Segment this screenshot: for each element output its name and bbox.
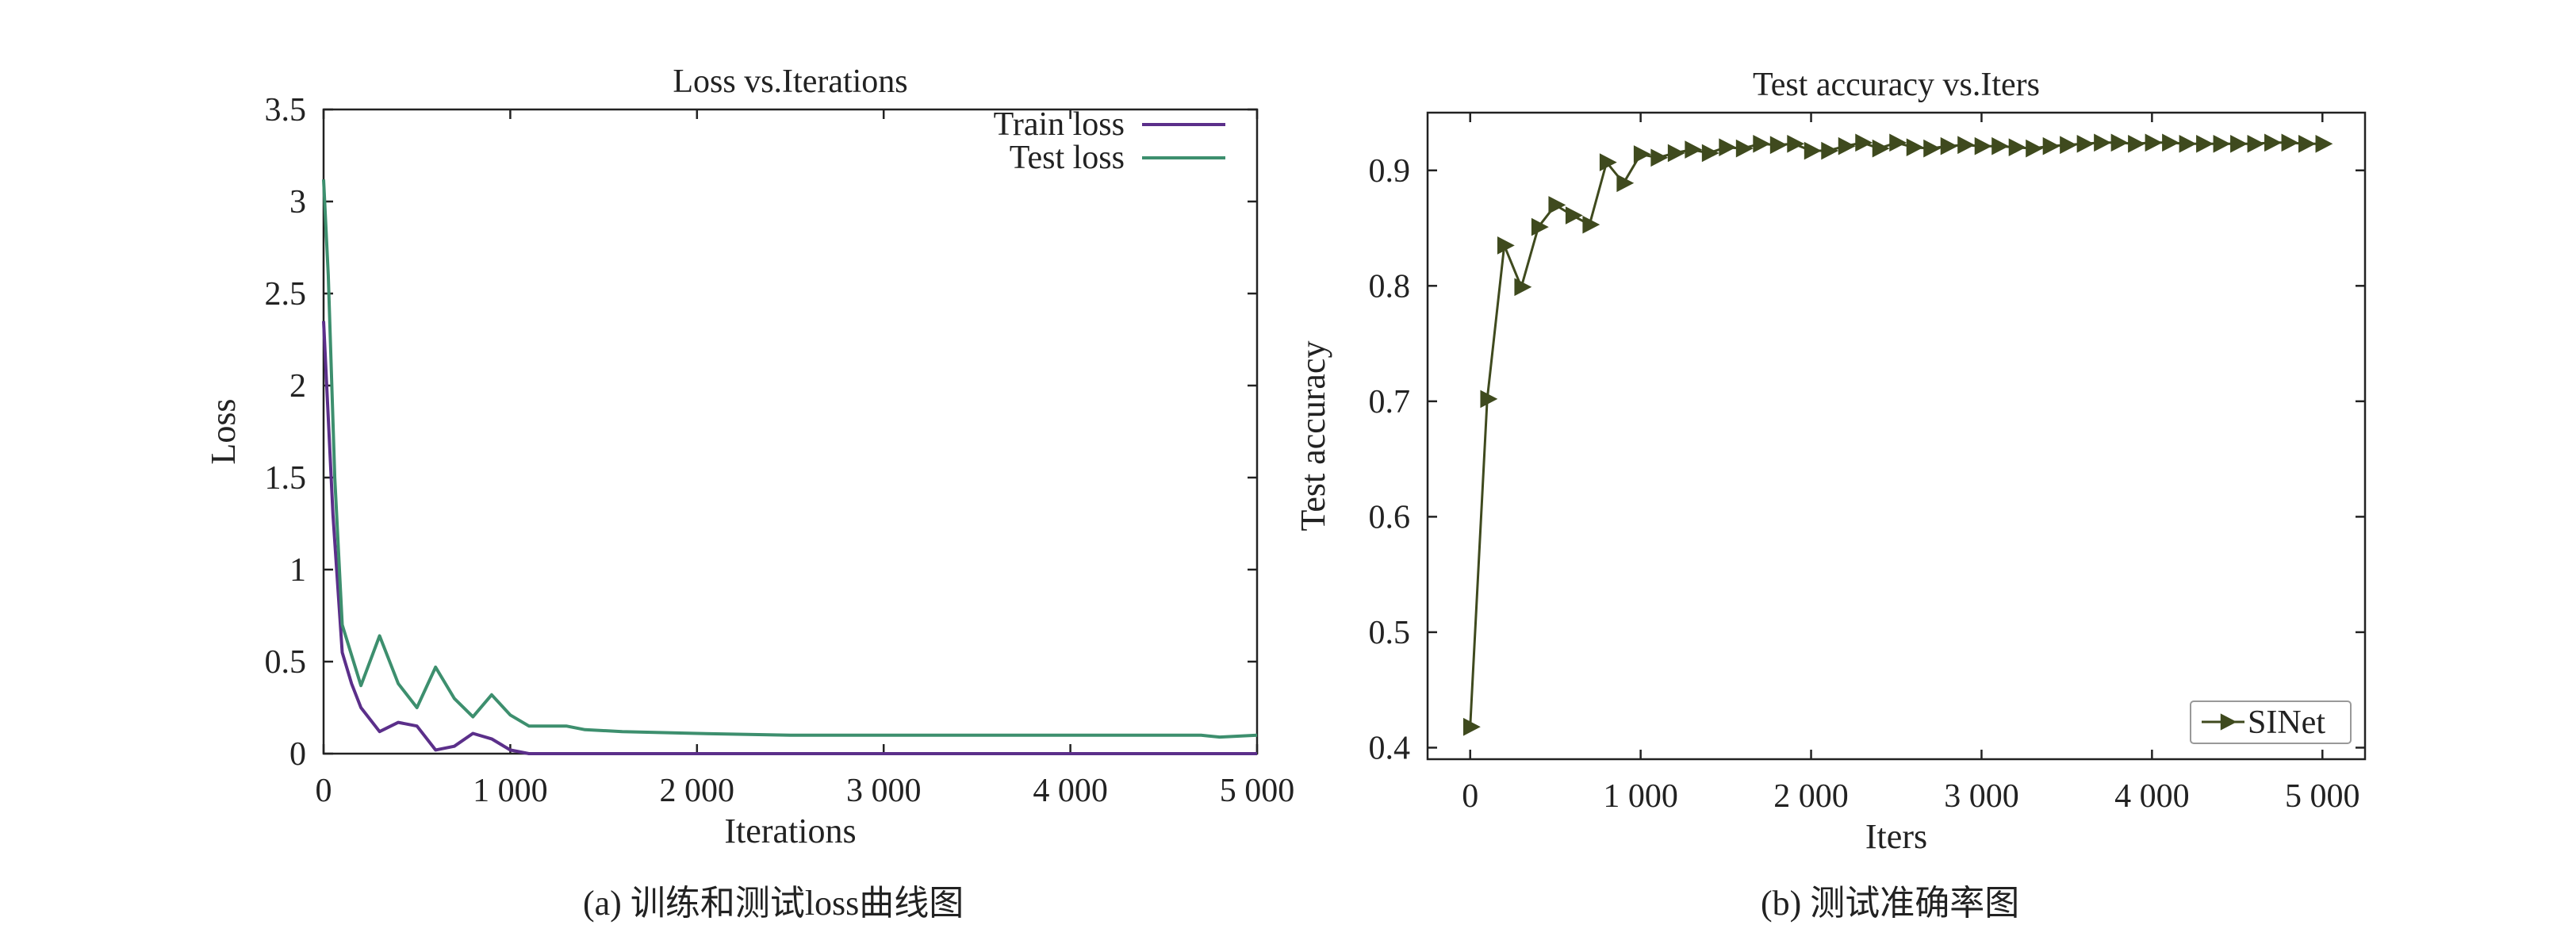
plot-frame bbox=[322, 108, 1259, 755]
x-tick-label: 2 000 bbox=[1773, 778, 1849, 815]
x-tick-label: 3 000 bbox=[1944, 778, 2019, 815]
x-tick-label: 5 000 bbox=[1220, 773, 1295, 809]
data-point bbox=[1667, 144, 1685, 163]
data-point bbox=[2281, 133, 2299, 152]
data-point bbox=[1889, 133, 1907, 152]
y-tick-label: 2.5 bbox=[265, 276, 307, 313]
data-point bbox=[2196, 134, 2214, 153]
data-point bbox=[1991, 136, 2010, 155]
data-point bbox=[1923, 139, 1942, 158]
x-tick-label: 1 000 bbox=[473, 773, 548, 809]
y-tick-label: 0.7 bbox=[1369, 384, 1411, 420]
x-tick-label: 0 bbox=[1462, 778, 1478, 815]
y-tick-label: 0 bbox=[289, 736, 306, 773]
data-point bbox=[1633, 145, 1651, 163]
data-point bbox=[2060, 136, 2077, 155]
legend-box bbox=[2190, 700, 2352, 744]
data-point bbox=[2213, 134, 2231, 153]
accuracy-chart: 0 1 000 2 000 3 000 4 000 5 000 0.4 0.5 0.6 0.7 0.… bbox=[1294, 67, 2367, 856]
y-tick-label: 2 bbox=[289, 368, 306, 405]
series-line-sinet bbox=[1469, 141, 2323, 727]
data-point bbox=[2162, 133, 2179, 152]
x-tick-label: 0 bbox=[316, 773, 332, 809]
data-point bbox=[1974, 136, 1992, 155]
data-point bbox=[1753, 134, 1771, 153]
data-point bbox=[1957, 136, 1976, 155]
data-point bbox=[2128, 134, 2145, 153]
data-point bbox=[1650, 148, 1669, 167]
data-point bbox=[2145, 133, 2163, 152]
x-tick-label: 4 000 bbox=[2114, 778, 2190, 815]
data-point bbox=[2315, 134, 2333, 153]
data-point bbox=[2008, 138, 2026, 156]
x-tick-label: 1 000 bbox=[1603, 778, 1678, 815]
data-point bbox=[2247, 134, 2265, 153]
x-axis-label: Iterations bbox=[724, 812, 856, 850]
caption-left: (a) 训练和测试loss曲线图 bbox=[583, 884, 964, 923]
data-point bbox=[2230, 134, 2248, 153]
y-tick-label: 3 bbox=[289, 184, 306, 221]
data-point bbox=[2094, 133, 2111, 152]
legend-label-0: Train loss bbox=[994, 106, 1125, 143]
data-point bbox=[1480, 390, 1498, 409]
y-tick-label: 0.5 bbox=[1369, 615, 1411, 651]
data-point bbox=[1872, 139, 1890, 158]
data-point bbox=[2026, 139, 2044, 158]
data-point bbox=[1855, 133, 1873, 152]
data-point bbox=[1838, 136, 1856, 155]
x-tick-label: 4 000 bbox=[1033, 773, 1108, 809]
data-point bbox=[1548, 196, 1566, 214]
data-point bbox=[1821, 141, 1839, 160]
data-point bbox=[2179, 134, 2197, 153]
y-axis-label: Test accuracy bbox=[1294, 341, 1332, 532]
y-tick-label: 1 bbox=[289, 552, 306, 589]
data-point bbox=[1616, 174, 1635, 193]
data-point bbox=[1769, 136, 1788, 155]
y-tick-label: 0.6 bbox=[1369, 499, 1411, 535]
legend-marker bbox=[2220, 713, 2237, 731]
data-point bbox=[1701, 144, 1719, 163]
data-point bbox=[1514, 278, 1532, 297]
plot-frame bbox=[1426, 111, 2367, 761]
data-point bbox=[1582, 215, 1600, 234]
y-tick-label: 0.9 bbox=[1369, 153, 1411, 190]
data-point bbox=[1906, 138, 1924, 156]
data-point bbox=[1462, 717, 1481, 736]
data-point bbox=[1719, 138, 1737, 156]
x-tick-label: 5 000 bbox=[2285, 778, 2360, 815]
y-tick-label: 0.8 bbox=[1369, 268, 1411, 305]
data-point bbox=[1735, 139, 1754, 158]
x-tick-label: 2 000 bbox=[660, 773, 735, 809]
chart-title: Loss vs.Iterations bbox=[673, 63, 907, 100]
legend-label: SINet bbox=[2248, 704, 2325, 741]
data-point bbox=[1787, 134, 1805, 153]
data-point bbox=[2264, 133, 2282, 152]
x-axis-label: Iters bbox=[1865, 817, 1927, 856]
chart-title: Test accuracy vs.Iters bbox=[1753, 67, 2040, 103]
data-point bbox=[1940, 136, 1958, 155]
data-point bbox=[1531, 217, 1549, 236]
data-point bbox=[2298, 134, 2316, 153]
data-point bbox=[1804, 141, 1822, 160]
loss-chart: 0 1 000 2 000 3 000 4 000 5 000 0 0.5 1 1.5 2 2.5 3 3… bbox=[204, 63, 1294, 850]
data-point bbox=[2076, 134, 2095, 153]
legend-label-1: Test loss bbox=[1010, 140, 1125, 176]
data-point bbox=[1685, 140, 1703, 159]
y-tick-label: 1.5 bbox=[265, 460, 307, 497]
data-point bbox=[1599, 153, 1617, 171]
data-point bbox=[1497, 236, 1515, 255]
series-line-test-loss bbox=[322, 179, 1258, 739]
y-tick-label: 0.4 bbox=[1369, 730, 1411, 766]
y-tick-label: 0.5 bbox=[265, 644, 307, 681]
series-line-train-loss bbox=[322, 320, 1257, 755]
y-tick-label: 3.5 bbox=[265, 92, 307, 129]
data-point bbox=[1565, 206, 1583, 225]
data-point bbox=[2110, 133, 2129, 152]
x-tick-label: 3 000 bbox=[846, 773, 922, 809]
data-point bbox=[2042, 136, 2060, 155]
y-axis-label: Loss bbox=[204, 398, 243, 464]
caption-right: (b) 测试准确率图 bbox=[1761, 884, 2020, 923]
